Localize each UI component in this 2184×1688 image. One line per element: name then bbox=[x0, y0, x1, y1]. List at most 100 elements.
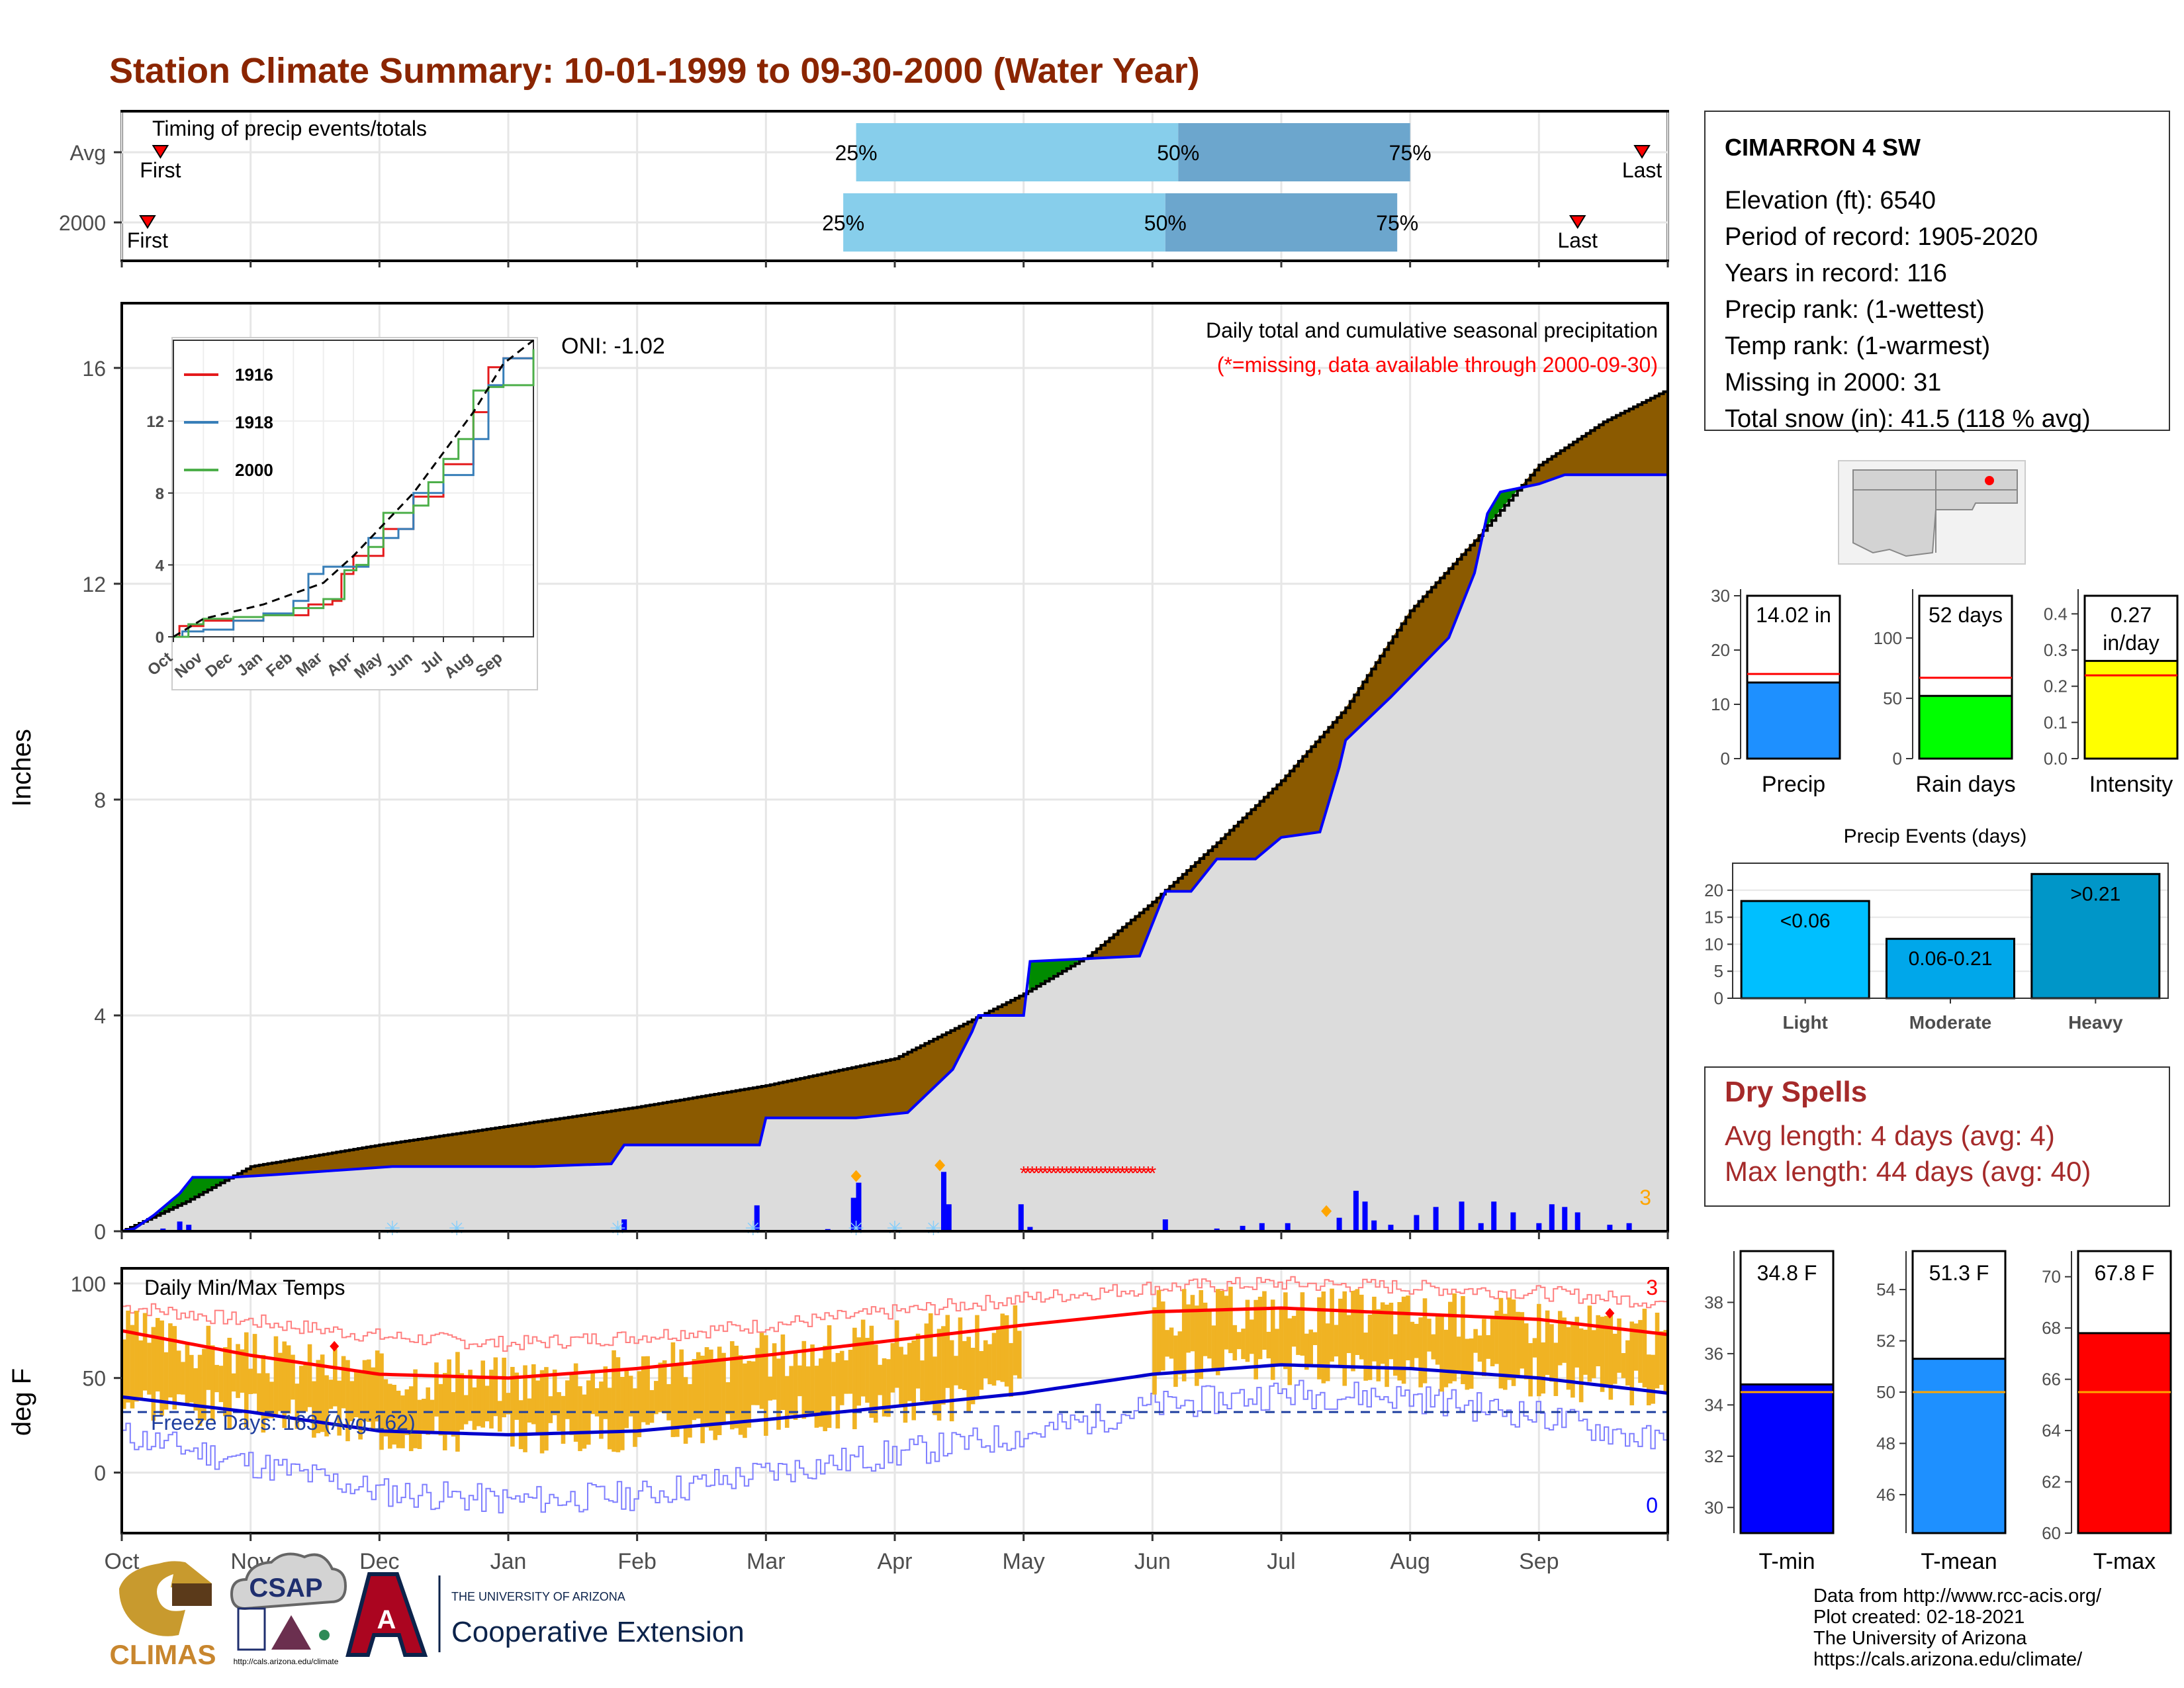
temp-bar-ytick-label: 50 bbox=[1876, 1382, 1895, 1402]
daily-temp-bar bbox=[933, 1356, 937, 1415]
precip-daily-bar bbox=[1562, 1207, 1568, 1231]
temp-bar-ytick-label: 54 bbox=[1876, 1280, 1895, 1299]
daily-temp-bar bbox=[920, 1360, 925, 1401]
daily-temp-bar bbox=[1376, 1309, 1381, 1382]
daily-temp-bar bbox=[1342, 1291, 1347, 1386]
mini-bar-ytick-label: 10 bbox=[1711, 694, 1730, 714]
missing-marker: * bbox=[1084, 1163, 1092, 1185]
mini-bar-value-label: 52 days bbox=[1929, 603, 2003, 627]
daily-temp-bar bbox=[1308, 1329, 1313, 1365]
precip-daily-bar bbox=[1388, 1225, 1394, 1231]
temp-bar-ytick-label: 62 bbox=[2042, 1472, 2061, 1492]
daily-temp-bar bbox=[1228, 1286, 1233, 1354]
daily-temp-bar bbox=[831, 1362, 836, 1397]
precip-ytick-label: 16 bbox=[82, 357, 106, 381]
inset-ytick-label: 12 bbox=[146, 413, 164, 431]
temp-bar-ytick-label: 36 bbox=[1704, 1344, 1723, 1364]
missing-marker: * bbox=[1106, 1163, 1114, 1185]
events-ytick-label: 20 bbox=[1704, 880, 1723, 900]
missing-marker: * bbox=[1028, 1163, 1036, 1185]
daily-temp-bar bbox=[459, 1373, 465, 1430]
timing-row-label: Avg bbox=[69, 141, 106, 165]
missing-marker: * bbox=[1024, 1163, 1032, 1185]
daily-temp-bar bbox=[1300, 1292, 1305, 1356]
events-category-label: Heavy bbox=[2068, 1012, 2123, 1033]
precip-daily-bar bbox=[1549, 1204, 1555, 1231]
daily-temp-bar bbox=[1190, 1295, 1195, 1352]
temp-ytick-label: 100 bbox=[71, 1272, 106, 1296]
daily-temp-bar bbox=[1211, 1325, 1216, 1369]
daily-temp-bar bbox=[987, 1344, 992, 1385]
events-ytick-label: 15 bbox=[1704, 908, 1723, 927]
daily-temp-bar bbox=[1169, 1327, 1174, 1359]
events-category-label: Moderate bbox=[1909, 1012, 1991, 1033]
daily-temp-bar bbox=[307, 1344, 312, 1407]
station-detail-line: Total snow (in): 41.5 (118 % avg) bbox=[1725, 405, 2091, 433]
daily-temp-bar bbox=[1655, 1313, 1660, 1389]
missing-marker: * bbox=[1020, 1163, 1028, 1185]
daily-temp-bar bbox=[743, 1363, 747, 1438]
precip-extreme-marker bbox=[934, 1159, 946, 1172]
inset-legend-label: 1918 bbox=[235, 412, 273, 432]
daily-temp-bar bbox=[341, 1356, 346, 1409]
snow-marker-icon: ✳ bbox=[384, 1218, 400, 1240]
daily-temp-bar bbox=[438, 1383, 443, 1436]
timing-p25-label: 25% bbox=[835, 141, 878, 165]
daily-temp-bar bbox=[1587, 1305, 1592, 1382]
daily-temp-bar bbox=[738, 1355, 743, 1435]
temp-ytick-label: 0 bbox=[94, 1462, 106, 1485]
daily-temp-bar bbox=[1013, 1305, 1018, 1376]
inset-series-line bbox=[173, 349, 535, 638]
daily-temp-bar bbox=[1203, 1302, 1208, 1356]
missing-marker: * bbox=[1037, 1163, 1045, 1185]
daily-temp-bar bbox=[1617, 1318, 1621, 1373]
inset-ytick-label: 8 bbox=[156, 485, 164, 503]
precip-daily-bar bbox=[1478, 1223, 1484, 1231]
daily-temp-bar bbox=[1562, 1317, 1567, 1363]
daily-temp-bar bbox=[1418, 1317, 1423, 1387]
dry-spells-max: Max length: 44 days (avg: 40) bbox=[1725, 1156, 2091, 1187]
daily-temp-bar bbox=[662, 1360, 667, 1414]
daily-temp-bar bbox=[1410, 1321, 1415, 1370]
daily-temp-bar bbox=[1646, 1354, 1651, 1405]
daily-temp-bar bbox=[121, 1339, 126, 1409]
timing-panel: Avg 25% 50% 75% First Last 2000 25% 50% 75% First L… bbox=[59, 110, 1669, 267]
precip-daily-bar bbox=[1362, 1201, 1368, 1231]
events-ytick-label: 5 bbox=[1714, 961, 1723, 981]
daily-temp-bar bbox=[1291, 1315, 1297, 1347]
daily-temp-bar bbox=[776, 1358, 781, 1430]
locator-map bbox=[1838, 460, 2026, 565]
temp-bar-value bbox=[1739, 1383, 1835, 1534]
daily-temp-bar bbox=[1317, 1297, 1322, 1380]
daily-temp-bar bbox=[1279, 1309, 1284, 1366]
daily-temp-bar bbox=[379, 1353, 384, 1450]
missing-marker: * bbox=[1063, 1163, 1071, 1185]
daily-temp-bar bbox=[945, 1315, 950, 1388]
temperature-bars: 30 32 34 36 38 34.8 F T-min 46 48 50 52 54 51.3 F T-m… bbox=[1704, 1250, 2172, 1574]
daily-temp-bar bbox=[1638, 1320, 1643, 1383]
mini-bar-ytick-label: 30 bbox=[1711, 586, 1730, 606]
daily-temp-bar bbox=[869, 1325, 874, 1418]
daily-temp-bar bbox=[1659, 1331, 1664, 1385]
precip-annotation-title: Daily total and cumulative seasonal prec… bbox=[1206, 318, 1658, 342]
daily-temp-bar bbox=[1195, 1305, 1199, 1386]
precip-daily-bar bbox=[754, 1205, 760, 1231]
timing-content: Avg 25% 50% 75% First Last 2000 25% 50% 75% First L… bbox=[59, 123, 1662, 252]
daily-temp-bar bbox=[1494, 1311, 1499, 1364]
daily-temp-bar bbox=[159, 1320, 164, 1416]
daily-temp-bar bbox=[468, 1370, 473, 1421]
daily-temp-bar bbox=[480, 1360, 486, 1428]
daily-temp-bar bbox=[497, 1401, 502, 1432]
precip-daily-bar bbox=[1414, 1215, 1420, 1231]
daily-temp-bar bbox=[844, 1360, 848, 1394]
events-bar bbox=[2030, 872, 2161, 1000]
daily-temp-bar bbox=[1224, 1295, 1229, 1350]
precip-ytick-label: 12 bbox=[82, 573, 106, 596]
daily-temp-bar bbox=[1414, 1323, 1419, 1358]
daily-temp-bar bbox=[890, 1342, 895, 1393]
daily-temp-bar bbox=[273, 1336, 279, 1416]
temp-content bbox=[121, 1276, 1668, 1514]
daily-temp-bar bbox=[1608, 1312, 1614, 1400]
daily-temp-bar bbox=[683, 1377, 688, 1444]
